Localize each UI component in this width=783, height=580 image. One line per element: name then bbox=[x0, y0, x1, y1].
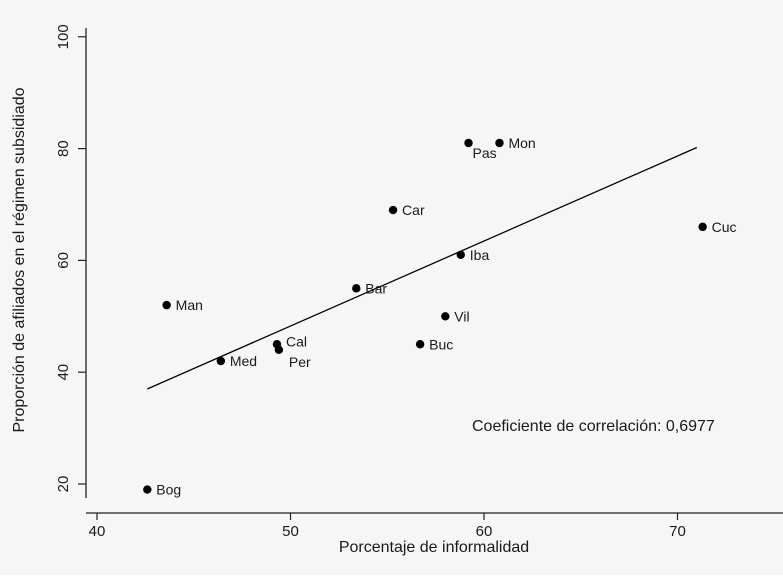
point-label-iba: Iba bbox=[470, 247, 490, 263]
y-tick-label: 100 bbox=[55, 24, 72, 49]
point-label-bar: Bar bbox=[365, 280, 387, 296]
point-man bbox=[162, 300, 171, 310]
y-tick-label: 80 bbox=[55, 140, 72, 157]
correlation-annotation: Coeficiente de correlación: 0,6977 bbox=[472, 418, 715, 435]
point-label-man: Man bbox=[176, 297, 203, 313]
point-label-pas: Pas bbox=[473, 145, 497, 161]
point-label-mon: Mon bbox=[508, 135, 535, 151]
x-tick-label: 50 bbox=[282, 523, 299, 540]
point-car bbox=[388, 205, 398, 215]
point-bar bbox=[352, 284, 361, 293]
point-label-per: Per bbox=[289, 354, 311, 370]
trend-line bbox=[147, 146, 698, 390]
point-label-bog: Bog bbox=[156, 482, 181, 498]
y-ticks: 20 40 60 80 100 bbox=[55, 24, 86, 492]
y-tick-label: 60 bbox=[55, 252, 72, 269]
point-label-cuc: Cuc bbox=[712, 219, 737, 235]
point-label-car: Car bbox=[402, 202, 425, 218]
point-label-vil: Vil bbox=[454, 308, 469, 324]
point-bog bbox=[143, 485, 152, 494]
x-tick-label: 40 bbox=[89, 523, 106, 540]
point-per bbox=[274, 345, 284, 355]
point-label-med: Med bbox=[230, 353, 257, 369]
x-ticks: 40 50 60 70 bbox=[89, 513, 686, 540]
x-axis-title: Porcentaje de informalidad bbox=[339, 539, 529, 556]
y-axis-title: Proporción de afiliados en el régimen su… bbox=[11, 87, 28, 432]
point-med bbox=[216, 356, 226, 366]
point-label-buc: Buc bbox=[429, 336, 453, 352]
point-iba bbox=[456, 250, 465, 260]
y-tick-label: 40 bbox=[55, 364, 72, 381]
point-buc bbox=[415, 340, 425, 349]
point-cuc bbox=[698, 222, 707, 232]
point-vil bbox=[441, 312, 450, 321]
point-mon bbox=[495, 138, 504, 148]
y-tick-label: 20 bbox=[55, 476, 72, 493]
x-tick-label: 70 bbox=[669, 523, 686, 540]
point-label-cal: Cal bbox=[286, 333, 307, 349]
x-tick-label: 60 bbox=[476, 523, 493, 540]
point-pas bbox=[464, 138, 473, 148]
